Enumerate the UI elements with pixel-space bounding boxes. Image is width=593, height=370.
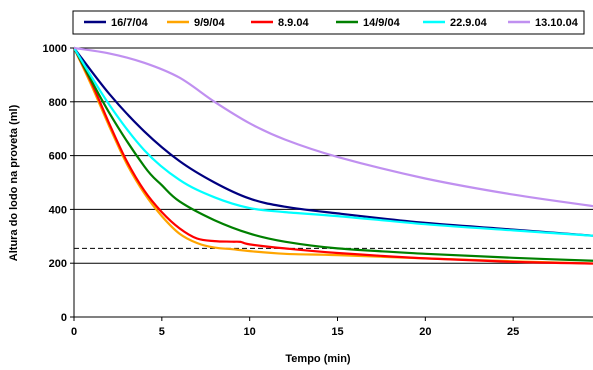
legend-label: 16/7/04 xyxy=(111,17,149,29)
legend-label: 13.10.04 xyxy=(535,17,579,29)
series-lines xyxy=(74,46,593,265)
series-line-3 xyxy=(74,46,593,265)
gridlines xyxy=(74,47,593,264)
y-axis-title: Altura do lodo na proveta (ml) xyxy=(8,104,20,261)
legend-items: 16/7/04 9/9/04 8.9.04 14/9/04 22.9.04 13.10.0… xyxy=(84,17,579,29)
x-tick-label: 15 xyxy=(331,326,343,338)
series-line-4 xyxy=(74,46,593,262)
series-line-1 xyxy=(74,46,593,237)
x-axis-ticks: 05101520253 xyxy=(71,317,519,338)
y-tick-label: 800 xyxy=(49,97,67,109)
series-line-6 xyxy=(74,46,593,208)
series-line-5 xyxy=(74,46,593,237)
x-tick-label: 0 xyxy=(71,326,77,338)
axes xyxy=(73,48,593,318)
y-axis-ticks: 0 200 400 600 800 1000 xyxy=(43,43,74,324)
legend-label: 14/9/04 xyxy=(363,17,401,29)
x-axis-title: Tempo (min) xyxy=(285,353,351,365)
y-tick-label: 600 xyxy=(49,151,67,163)
legend-label: 9/9/04 xyxy=(194,17,225,29)
legend: 16/7/04 9/9/04 8.9.04 14/9/04 22.9.04 13.10.0… xyxy=(72,10,585,35)
x-tick-label: 25 xyxy=(507,326,519,338)
x-tick-label: 10 xyxy=(244,326,256,338)
y-tick-label: 0 xyxy=(61,312,67,324)
x-tick-label: 20 xyxy=(419,326,431,338)
legend-label: 22.9.04 xyxy=(450,17,488,29)
y-tick-label: 200 xyxy=(49,258,67,270)
x-tick-label: 5 xyxy=(159,326,165,338)
y-tick-label: 400 xyxy=(49,204,67,216)
y-tick-label: 1000 xyxy=(43,43,67,55)
legend-box xyxy=(72,10,585,35)
legend-label: 8.9.04 xyxy=(278,17,309,29)
